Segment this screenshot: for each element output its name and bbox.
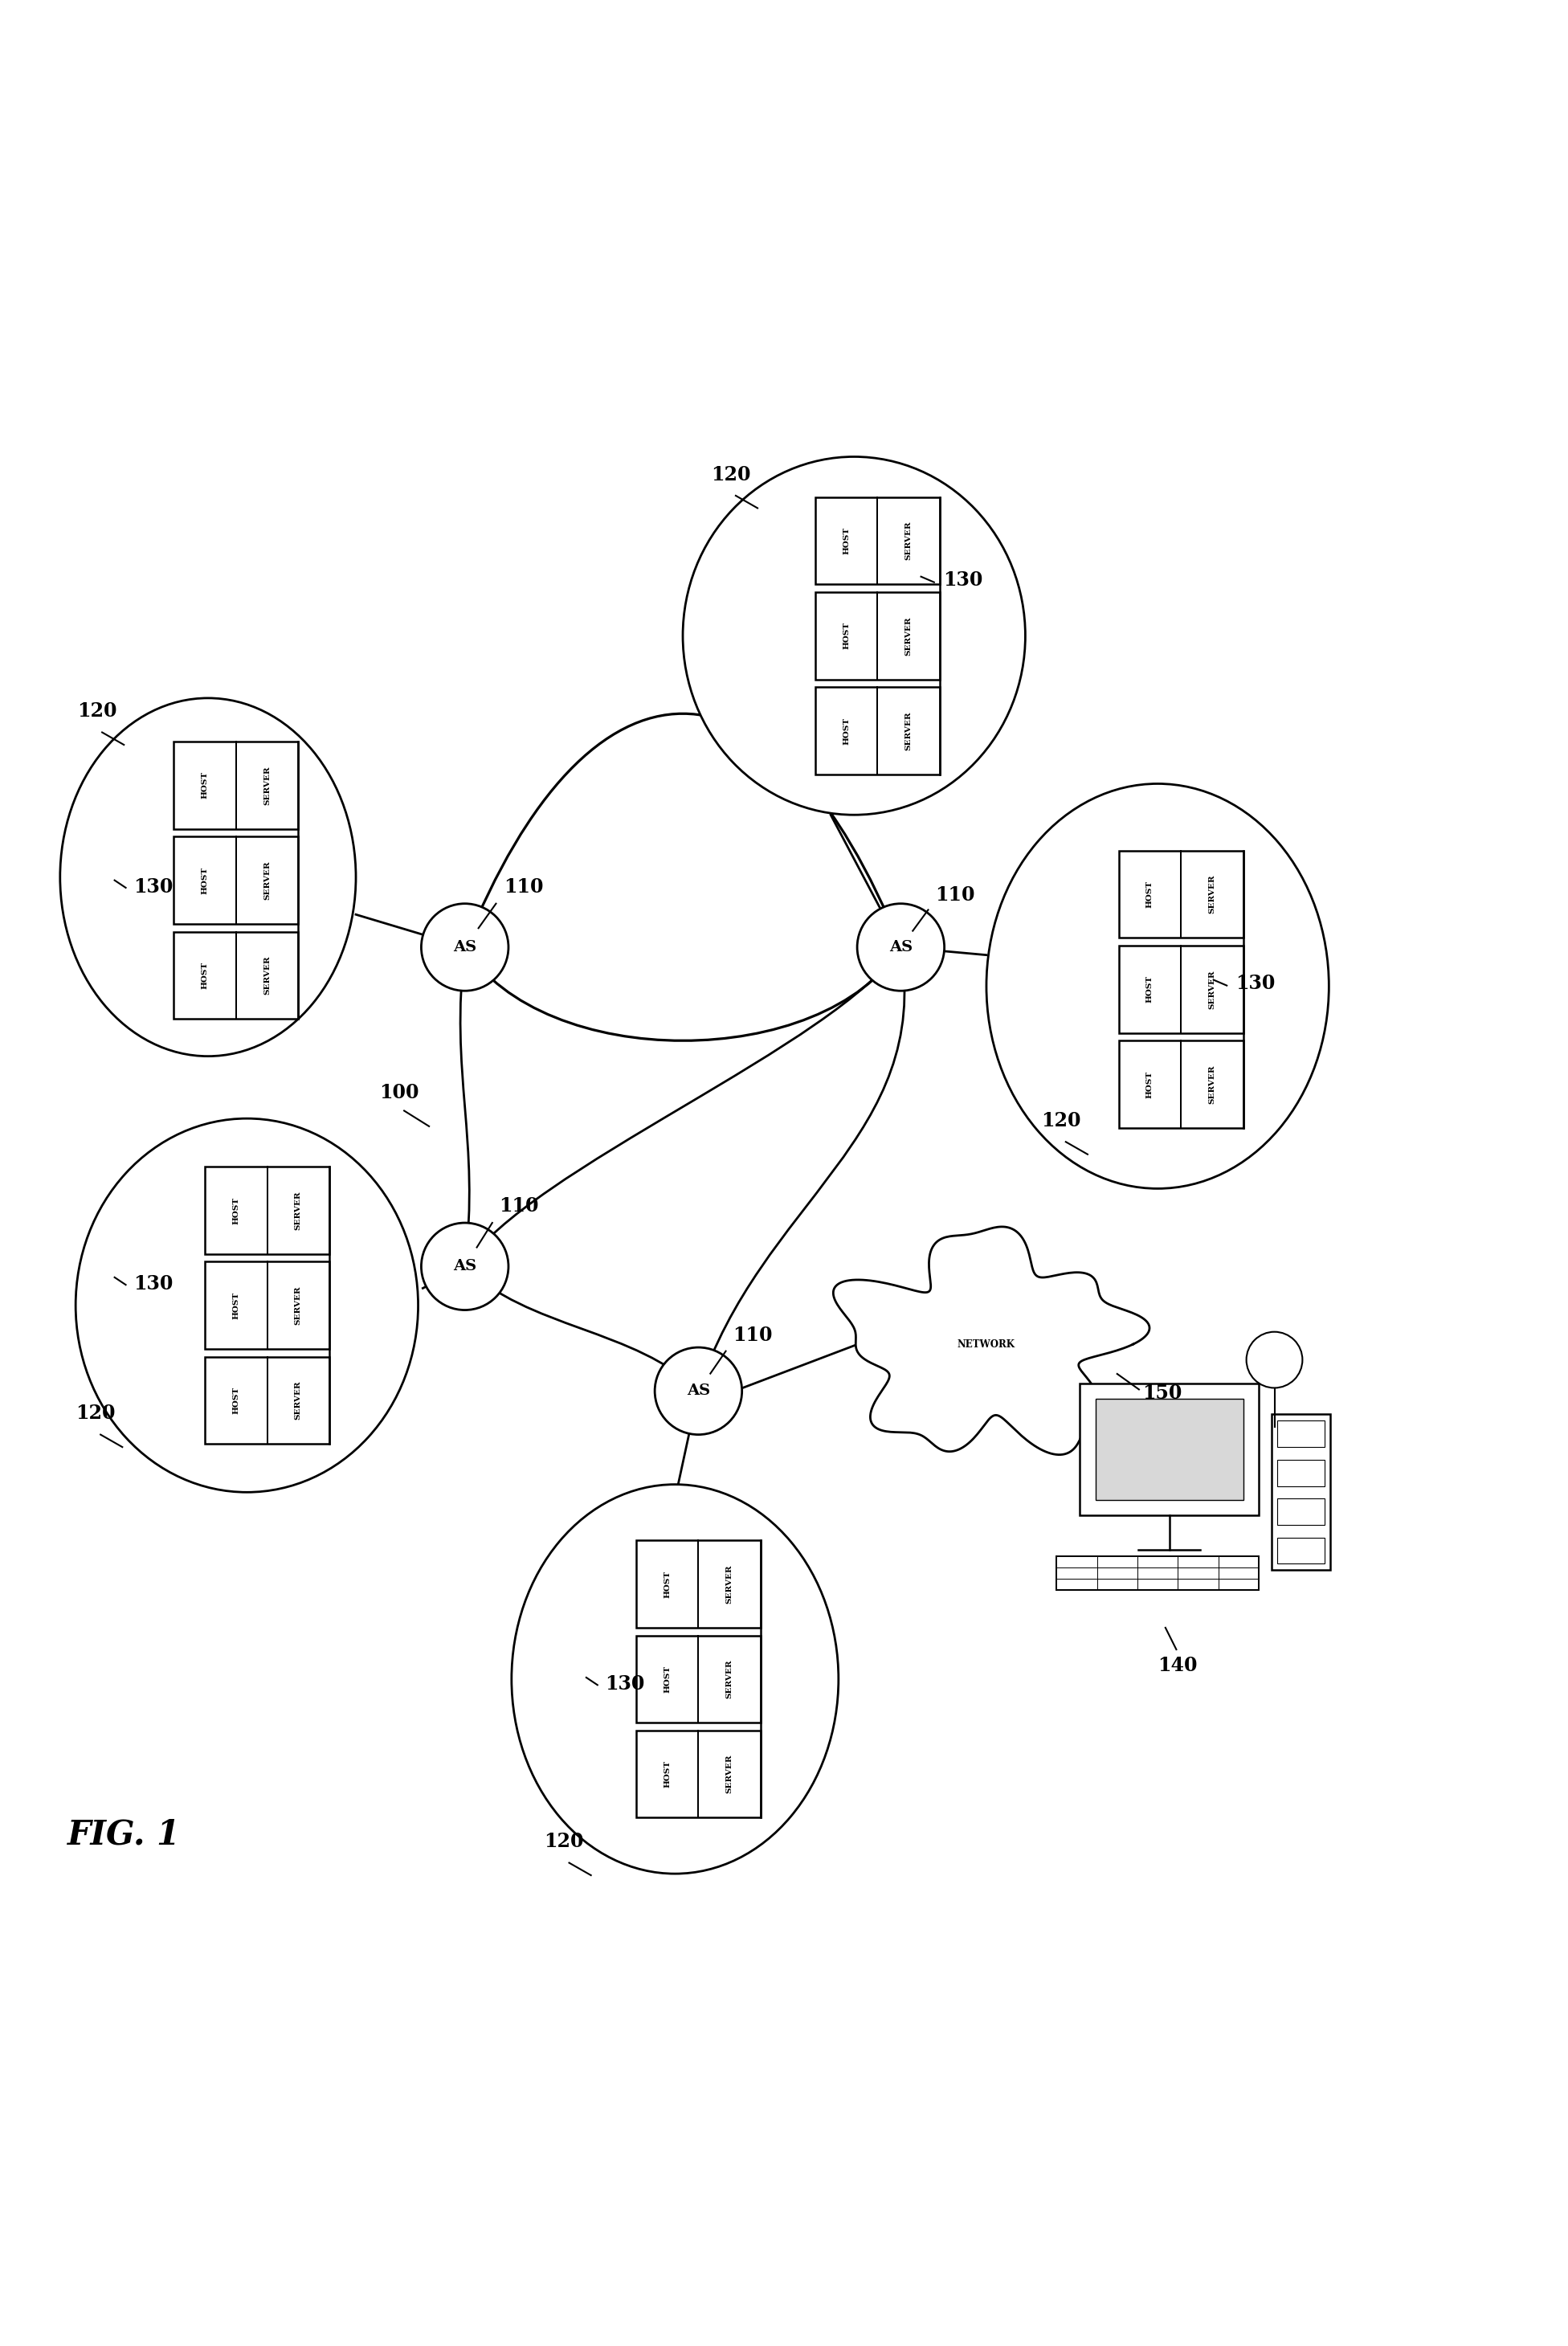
Bar [1118,1042,1243,1128]
Bar [637,1541,760,1628]
Bar [1278,1499,1325,1525]
Bar [815,687,939,774]
Circle shape [655,1347,742,1436]
Text: HOST: HOST [1146,976,1154,1004]
Text: HOST: HOST [232,1196,240,1225]
Text: 120: 120 [1041,1112,1080,1131]
Bar [174,931,298,1018]
Bar [815,591,939,680]
Text: 140: 140 [1157,1656,1198,1675]
Bar [1278,1422,1325,1447]
Ellipse shape [75,1119,419,1492]
Text: SERVER: SERVER [1209,875,1215,915]
Text: SERVER: SERVER [1209,969,1215,1009]
Bar [205,1166,329,1255]
Text: 130: 130 [942,570,983,589]
Ellipse shape [60,699,356,1056]
Bar [1080,1384,1259,1516]
Text: HOST: HOST [1146,880,1154,908]
Text: HOST: HOST [842,718,850,744]
Bar [637,1635,760,1722]
Bar [1118,852,1243,938]
Text: HOST: HOST [232,1293,240,1318]
Circle shape [422,903,508,990]
Circle shape [422,1222,508,1309]
Bar [1278,1537,1325,1565]
Text: FIG. 1: FIG. 1 [67,1818,182,1851]
Text: 110: 110 [732,1325,773,1344]
Text: SERVER: SERVER [1209,1065,1215,1103]
Text: SERVER: SERVER [263,861,271,901]
Text: 110: 110 [503,877,544,896]
Text: AS: AS [453,1260,477,1274]
Text: HOST: HOST [201,866,209,894]
Text: 130: 130 [605,1675,644,1694]
Circle shape [1247,1333,1303,1389]
Text: SERVER: SERVER [905,521,913,561]
Text: SERVER: SERVER [726,1659,734,1699]
Text: SERVER: SERVER [726,1755,734,1795]
Bar [637,1731,760,1818]
Text: AS: AS [687,1384,710,1398]
Bar [815,497,939,584]
Text: 130: 130 [1236,974,1275,992]
Polygon shape [833,1227,1149,1455]
Text: 150: 150 [1142,1384,1182,1403]
Text: HOST: HOST [663,1759,671,1788]
Text: SERVER: SERVER [905,617,913,655]
Circle shape [858,903,944,990]
Text: HOST: HOST [232,1386,240,1415]
Text: HOST: HOST [201,962,209,990]
Bar [1096,1398,1243,1499]
Bar [1278,1459,1325,1485]
Bar [1272,1415,1331,1569]
Text: HOST: HOST [663,1666,671,1694]
Bar [174,838,298,924]
Text: 110: 110 [499,1196,539,1215]
Text: SERVER: SERVER [726,1565,734,1605]
Text: HOST: HOST [1146,1070,1154,1098]
Text: SERVER: SERVER [295,1286,303,1325]
Bar [1057,1555,1259,1591]
Text: HOST: HOST [201,772,209,800]
Text: 120: 120 [544,1832,583,1851]
Text: AS: AS [889,941,913,955]
Text: SERVER: SERVER [295,1192,303,1229]
Bar [1118,945,1243,1032]
Text: SERVER: SERVER [905,711,913,751]
Text: 100: 100 [379,1084,419,1103]
Text: 110: 110 [935,884,975,906]
Bar [205,1356,329,1443]
Text: SERVER: SERVER [295,1382,303,1419]
Text: 120: 120 [75,1403,116,1424]
Text: SERVER: SERVER [263,765,271,805]
Text: AS: AS [453,941,477,955]
Text: SERVER: SERVER [263,955,271,995]
Text: NETWORK: NETWORK [958,1340,1016,1349]
Text: 120: 120 [710,465,751,483]
Text: HOST: HOST [842,528,850,554]
Ellipse shape [682,457,1025,814]
Ellipse shape [986,784,1330,1189]
Text: 130: 130 [133,877,172,896]
Text: 130: 130 [133,1274,172,1293]
Ellipse shape [511,1485,839,1874]
Text: HOST: HOST [842,622,850,650]
Bar [205,1262,329,1349]
Text: 120: 120 [77,701,118,720]
Bar [174,741,298,828]
Text: HOST: HOST [663,1569,671,1598]
